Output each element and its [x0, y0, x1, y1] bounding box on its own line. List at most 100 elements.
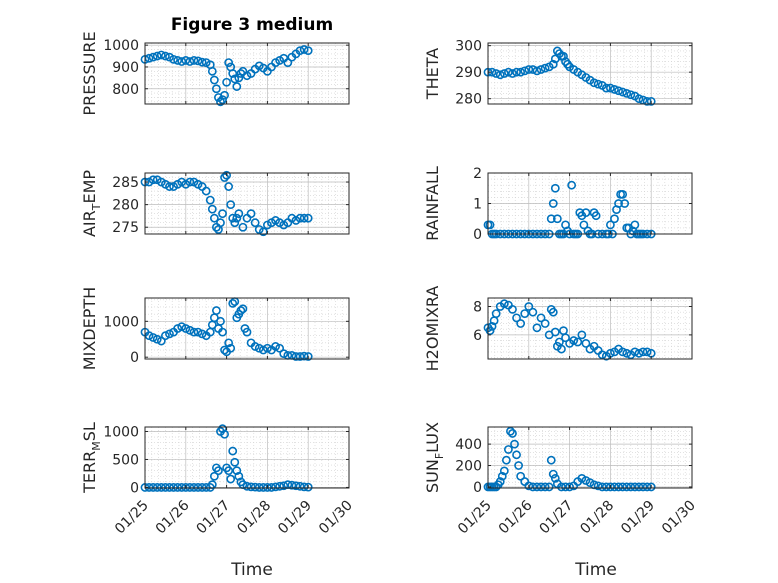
data-point — [160, 483, 170, 492]
data-point — [610, 85, 619, 94]
y-axis-label: H2OMIXRA — [423, 286, 442, 372]
data-point — [173, 324, 183, 333]
data-point — [491, 69, 501, 78]
data-point — [622, 348, 632, 358]
data-point — [577, 330, 587, 340]
data-point — [620, 199, 630, 208]
data-point — [546, 455, 556, 465]
data-point — [279, 481, 289, 491]
data-point — [197, 483, 207, 492]
data-point — [232, 82, 242, 91]
data-point — [569, 336, 579, 345]
y-tick-label: 0 — [130, 350, 139, 366]
data-point — [234, 209, 244, 219]
data-point — [579, 220, 589, 230]
data-point — [207, 66, 217, 76]
data-point — [228, 446, 238, 456]
data-point — [197, 329, 207, 339]
data-point — [299, 45, 309, 54]
data-point — [218, 209, 227, 219]
y-tick-label: 0 — [130, 480, 139, 496]
data-point — [512, 313, 521, 323]
data-point — [544, 482, 554, 492]
data-point — [232, 213, 242, 223]
data-point — [614, 199, 623, 208]
axes-frame — [144, 172, 350, 235]
data-point — [230, 457, 240, 467]
y-axis-label: MIXDEPTH — [80, 287, 99, 370]
data-point — [634, 482, 644, 492]
data-point — [540, 482, 550, 492]
data-point — [642, 347, 652, 357]
data-point — [242, 327, 252, 337]
data-point — [548, 469, 558, 479]
data-point — [295, 46, 305, 56]
data-point — [557, 344, 566, 354]
data-point — [283, 58, 293, 68]
data-point — [220, 429, 229, 439]
data-point — [156, 336, 166, 346]
data-point — [299, 213, 309, 223]
y-tick-label: 0 — [473, 480, 482, 496]
data-point — [291, 481, 301, 491]
x-tick-label: 01/27 — [194, 498, 234, 538]
data-point — [626, 90, 636, 100]
data-point — [209, 471, 219, 481]
data-point — [548, 199, 558, 208]
data-point — [275, 481, 285, 491]
data-point — [512, 450, 521, 460]
data-point — [559, 51, 568, 61]
data-point — [246, 482, 256, 492]
data-point — [618, 347, 628, 357]
data-point — [224, 466, 234, 476]
data-point — [232, 466, 242, 476]
data-point — [550, 473, 560, 483]
y-axis-label-main: RAINFALL — [423, 166, 442, 241]
data-point — [148, 333, 158, 342]
data-point — [234, 471, 244, 481]
data-point — [254, 483, 264, 492]
data-point — [593, 481, 603, 491]
y-axis-label-tail: SL — [80, 422, 99, 441]
data-point — [173, 483, 183, 492]
data-point — [597, 482, 607, 492]
data-point — [557, 482, 566, 492]
data-point — [152, 483, 162, 492]
data-point — [246, 209, 256, 219]
x-tick-label: 01/28 — [234, 498, 274, 538]
data-point — [169, 54, 178, 64]
data-point — [532, 66, 542, 76]
data-point — [224, 338, 234, 348]
data-point — [165, 329, 174, 339]
data-point — [177, 57, 187, 66]
data-point — [211, 84, 221, 94]
data-point — [148, 175, 158, 185]
data-point — [193, 56, 203, 66]
data-point — [222, 77, 231, 87]
data-point — [546, 214, 556, 224]
data-point — [501, 455, 511, 465]
data-point — [216, 316, 225, 326]
y-tick-label: 6 — [473, 328, 482, 344]
data-point — [638, 482, 648, 492]
axes-frame — [487, 426, 693, 489]
data-point — [497, 471, 507, 481]
data-point — [548, 59, 558, 69]
y-axis-label-main: TERR — [80, 451, 99, 494]
data-point — [295, 213, 305, 223]
data-point — [646, 482, 656, 492]
axes-frame — [144, 42, 350, 105]
data-point — [224, 58, 234, 68]
subplot-h2omixra: 6 8 H2OMIXRA — [423, 286, 693, 372]
data-point — [606, 482, 615, 492]
data-point — [524, 302, 534, 311]
y-tick-label: 8 — [473, 300, 482, 316]
data-point — [540, 319, 550, 328]
data-point — [303, 482, 313, 492]
data-point — [528, 65, 538, 74]
data-point — [606, 220, 615, 230]
y-tick-label: 500 — [112, 452, 139, 468]
data-point — [634, 348, 644, 358]
data-point — [185, 325, 195, 335]
